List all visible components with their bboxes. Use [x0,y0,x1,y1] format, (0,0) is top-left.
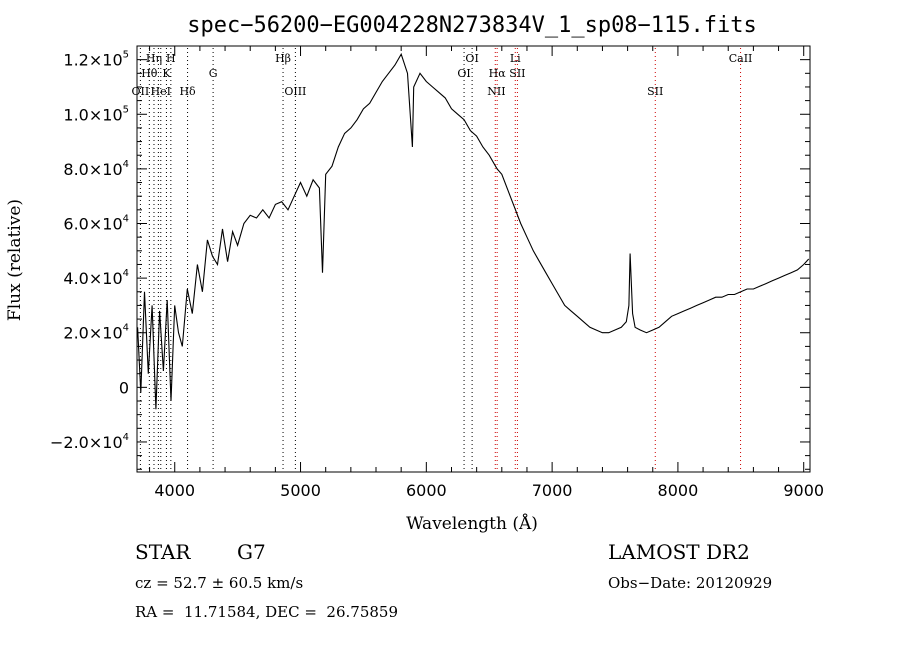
line-marker-label: HeI [151,85,171,98]
line-marker-label: SII [647,85,663,98]
y-tick-label: 1.2×105 [63,50,129,70]
y-tick-label: 6.0×104 [63,214,129,234]
line-marker-label: Hβ [275,52,291,65]
y-axis-ticks: −2.0×104 0 2.0×104 4.0×104 6.0×104 8.0×104 1.0… [50,50,810,470]
line-marker-label: CaII [729,52,753,65]
line-marker-label: Hα [489,67,507,80]
x-tick-label: 9000 [783,481,824,500]
line-marker-label: Li [510,52,521,65]
plot-frame [136,45,811,473]
x-axis-label: Wavelength (Å) [406,513,538,534]
y-tick-label: 0 [119,378,129,397]
y-tick-label: 4.0×104 [63,268,129,288]
line-marker-label: K [162,67,171,80]
x-tick-label: 6000 [406,481,447,500]
y-axis-label: Flux (relative) [5,199,25,321]
y-tick-label: 8.0×104 [63,159,129,179]
chart-title: spec−56200−EG004228N273834V_1_sp08−115.f… [187,13,757,38]
line-marker-label: H [166,52,176,65]
line-marker-label: SII [509,67,525,80]
x-tick-label: 5000 [280,481,321,500]
x-tick-label: 7000 [532,481,573,500]
line-marker-label: OII [132,85,150,98]
survey-name: LAMOST DR2 [608,540,750,564]
spectrum-series [137,52,810,410]
y-tick-label: 2.0×104 [63,323,129,343]
line-marker-label: Hη [146,52,162,65]
line-marker-label: OI [457,67,470,80]
line-marker-label: OIII [284,85,306,98]
y-tick-label: 1.0×105 [63,104,129,124]
x-axis-ticks: 4000 5000 6000 7000 8000 9000 [149,46,824,500]
line-marker-label: NII [487,85,505,98]
ra-dec: RA = 11.71584, DEC = 26.75859 [135,603,399,621]
x-tick-label: 4000 [154,481,195,500]
x-tick-label: 8000 [658,481,699,500]
object-class: STAR [135,540,191,564]
line-marker-label: OI [465,52,478,65]
redshift-cz: cz = 52.7 ± 60.5 km/s [135,574,304,592]
object-subclass: G7 [237,540,266,564]
y-tick-label: −2.0×104 [50,432,129,452]
line-marker-label: G [209,67,218,80]
observation-date: Obs−Date: 20120929 [608,574,773,592]
line-marker-label: Hδ [179,85,196,98]
line-marker-label: Hθ [141,67,158,80]
spectrum-line [137,52,810,410]
